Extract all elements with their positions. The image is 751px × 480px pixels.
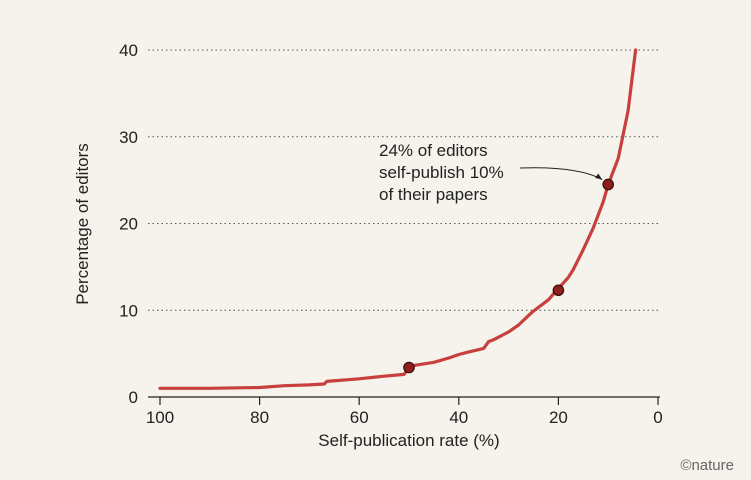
y-tick-label-0: 0 <box>129 388 138 407</box>
x-tick-label-40: 40 <box>449 408 468 427</box>
annotation-line-1: 24% of editors <box>379 141 488 160</box>
x-axis <box>148 396 660 405</box>
series-lines <box>158 48 638 390</box>
credit-text: ©nature <box>680 457 734 474</box>
y-axis-title: Percentage of editors <box>73 143 92 305</box>
annotation-arrow <box>519 167 603 180</box>
y-tick-label-40: 40 <box>119 41 138 60</box>
data-marker-0 <box>403 361 415 374</box>
x-axis-title: Self-publication rate (%) <box>318 431 499 450</box>
x-tick-label-0: 0 <box>653 408 662 427</box>
x-tick-label-100: 100 <box>146 408 174 427</box>
x-tick-labels: 100 80 60 40 20 0 <box>146 408 663 427</box>
y-tick-labels: 0 10 20 30 40 <box>119 41 138 407</box>
annotation-line-2: self-publish 10% <box>379 163 504 182</box>
annotation-line-3: of their papers <box>379 185 488 204</box>
x-tick-label-60: 60 <box>350 408 369 427</box>
y-tick-label-30: 30 <box>119 128 138 147</box>
x-tick-label-80: 80 <box>250 408 269 427</box>
series-line-0 <box>158 48 638 390</box>
data-marker-2 <box>602 178 614 191</box>
data-markers <box>403 178 614 374</box>
annotation-arrowhead <box>595 173 603 180</box>
annotation: 24% of editors self-publish 10% of their… <box>379 141 603 204</box>
y-tick-label-20: 20 <box>119 215 138 234</box>
x-tick-label-20: 20 <box>549 408 568 427</box>
data-marker-1 <box>552 284 565 297</box>
y-tick-label-10: 10 <box>119 301 138 320</box>
